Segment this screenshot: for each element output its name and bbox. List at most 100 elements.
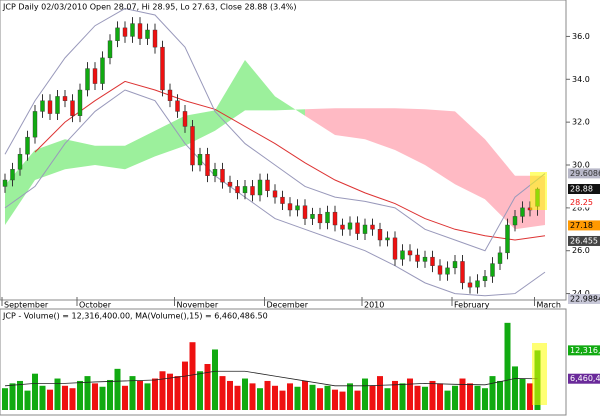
- candle-body: [332, 211, 338, 226]
- volume-bar: [467, 383, 473, 410]
- volume-bar: [302, 380, 308, 410]
- candle-body: [122, 27, 128, 37]
- volume-bar: [474, 385, 481, 410]
- volume-bar: [527, 383, 533, 410]
- price-marker-label: 26.455: [570, 236, 598, 245]
- candle-body: [242, 186, 248, 194]
- candle-body: [490, 263, 495, 277]
- volume-bar: [429, 380, 436, 410]
- price-marker: [568, 294, 600, 304]
- volume-bar: [159, 371, 166, 410]
- volume-bar: [219, 376, 226, 410]
- price-marker-label: 28.88: [570, 185, 593, 194]
- candle-body: [17, 154, 23, 170]
- volume-bar: [414, 385, 421, 410]
- candle-body: [497, 252, 503, 264]
- candle-body: [92, 68, 98, 84]
- overlay-line: [34, 80, 546, 241]
- volume-bar: [174, 376, 181, 410]
- volume-bar: [519, 378, 526, 410]
- cloud-segment: [425, 109, 455, 185]
- volume-bar: [227, 380, 233, 410]
- price-title: JCP Daily 02/03/2010 Open 28.07, Hi 28.9…: [2, 3, 297, 12]
- candle-body: [250, 186, 255, 196]
- volume-bar: [482, 388, 488, 410]
- candle-body: [482, 276, 488, 281]
- candle-body: [317, 214, 323, 224]
- candle-body: [130, 23, 135, 37]
- candle-body: [137, 23, 143, 39]
- y-tick-label: 36.0: [572, 32, 590, 41]
- volume-bar: [504, 322, 511, 410]
- y-tick-label: 34.0: [572, 75, 590, 84]
- volume-bar: [444, 390, 451, 410]
- candle-body: [475, 280, 480, 288]
- x-tick-label: September: [4, 301, 49, 310]
- overlay-line: [4, 89, 546, 297]
- candle-body: [362, 224, 368, 234]
- volume-bar: [129, 376, 136, 410]
- cloud-segment: [275, 96, 305, 116]
- x-tick-label: February: [454, 301, 490, 310]
- cloud-segment: [455, 111, 485, 200]
- x-tick-label: October: [79, 301, 112, 310]
- volume-bar: [99, 386, 106, 410]
- cloud-segment: [125, 130, 155, 170]
- volume-bar: [264, 380, 271, 410]
- candle-body: [77, 89, 83, 116]
- candle-body: [55, 96, 60, 114]
- volume-bar: [497, 380, 503, 410]
- volume-bar: [92, 383, 98, 410]
- volume-bar: [212, 349, 218, 410]
- x-tick-label: December: [267, 301, 309, 310]
- candle-body: [385, 237, 390, 241]
- x-tick-label: November: [177, 301, 219, 310]
- candle-body: [25, 136, 30, 155]
- volume-bar: [249, 383, 256, 410]
- price-marker: [568, 220, 600, 231]
- candle-body: [520, 207, 525, 217]
- candle-body: [347, 222, 353, 230]
- candle-body: [167, 89, 173, 101]
- candle-body: [2, 179, 8, 187]
- volume-bar: [2, 388, 8, 410]
- candle-body: [257, 179, 263, 196]
- volume-bar: [62, 385, 68, 410]
- volume-bar: [114, 368, 121, 410]
- volume-bar: [24, 390, 31, 410]
- candle-body: [437, 265, 443, 275]
- volume-ma: [4, 370, 538, 387]
- candle-body: [47, 100, 53, 114]
- volume-bar: [39, 385, 46, 410]
- y-tick-label: 28.0: [572, 203, 590, 212]
- candle-body: [115, 27, 120, 41]
- volume-title: JCP - Volume() = 12,316,400.00, MA(Volum…: [2, 312, 268, 321]
- volume-bar: [399, 383, 406, 410]
- candle-body: [505, 224, 510, 254]
- volume-bar: [512, 366, 518, 410]
- candle-body: [70, 100, 75, 116]
- volume-bar: [437, 383, 443, 410]
- candle-body: [422, 256, 428, 262]
- candle-body: [265, 179, 270, 191]
- volume-bar: [354, 390, 361, 410]
- volume-bar: [362, 378, 368, 410]
- volume-bar: [137, 380, 143, 410]
- candle-body: [512, 216, 518, 226]
- candle-body: [407, 250, 413, 256]
- candle-body: [205, 154, 210, 176]
- volume-bar: [339, 391, 346, 410]
- candle-body: [100, 57, 105, 84]
- volume-bar: [377, 376, 383, 410]
- volume-bar: [182, 361, 188, 410]
- candle-body: [355, 222, 360, 234]
- volume-bar: [347, 383, 353, 410]
- cloud-segment: [95, 145, 125, 170]
- price-marker-label: 22.9884: [570, 295, 600, 304]
- highlight-volume: [532, 343, 547, 405]
- candle-body: [452, 261, 458, 269]
- volume-bar: [122, 385, 128, 410]
- candle-body: [287, 203, 293, 211]
- candle-body: [272, 190, 278, 198]
- volume-bar: [77, 380, 83, 410]
